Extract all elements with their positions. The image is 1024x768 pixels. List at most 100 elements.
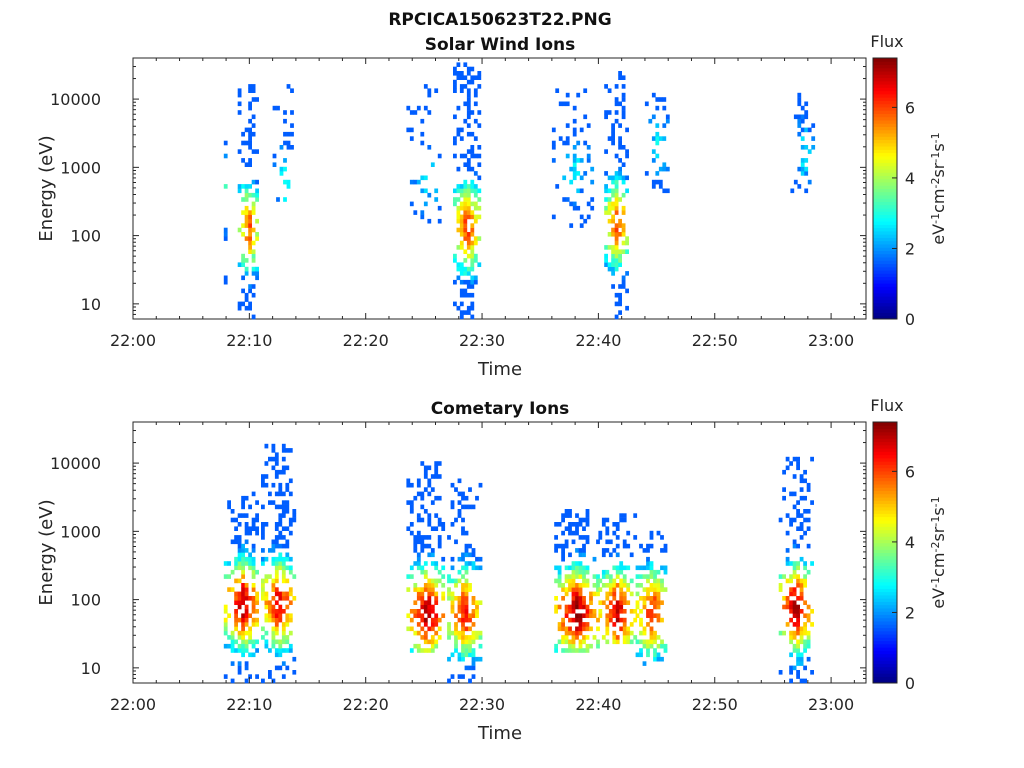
heatmap-cell	[639, 596, 643, 601]
heatmap-cell	[261, 591, 265, 597]
heatmap-cell	[454, 539, 458, 545]
heatmap-cell	[471, 622, 476, 627]
heatmap-cell	[281, 661, 286, 666]
heatmap-cell	[430, 561, 435, 566]
heatmap-cell	[468, 617, 472, 623]
heatmap-cells	[223, 62, 816, 320]
heatmap-cell	[611, 179, 615, 185]
heatmap-cell	[614, 179, 619, 185]
heatmap-cell	[604, 171, 608, 176]
heatmap-cell	[618, 292, 622, 298]
heatmap-cell	[473, 118, 478, 124]
heatmap-cell	[248, 526, 252, 531]
heatmap-cell	[649, 635, 654, 640]
heatmap-cell	[582, 565, 586, 571]
heatmap-cell	[461, 596, 465, 601]
heatmap-cell	[241, 652, 245, 658]
heatmap-cell	[248, 223, 252, 228]
heatmap-cell	[803, 630, 807, 636]
colorbar-segment	[873, 279, 897, 284]
heatmap-cell	[614, 301, 619, 307]
heatmap-cell	[614, 205, 619, 211]
colorbar-segment	[873, 198, 897, 203]
heatmap-cell	[811, 123, 816, 128]
heatmap-cell	[586, 214, 591, 220]
heatmap-cell	[288, 569, 293, 575]
heatmap-cell	[614, 184, 619, 189]
colorbar-segment	[873, 435, 897, 439]
heatmap-cell	[571, 600, 576, 605]
heatmap-cell	[461, 630, 465, 636]
heatmap-cell	[281, 630, 286, 636]
heatmap-cell	[785, 556, 790, 562]
heatmap-cell	[244, 613, 249, 618]
colorbar-segment	[873, 539, 897, 544]
heatmap-cell	[561, 648, 565, 653]
heatmap-cell	[241, 591, 245, 597]
heatmap-cell	[234, 591, 238, 597]
heatmap-cell	[447, 574, 451, 579]
heatmap-cell	[241, 275, 245, 281]
colorbar-segment	[873, 614, 897, 619]
heatmap-cell	[789, 587, 793, 592]
heatmap-cell	[586, 158, 591, 163]
heatmap-cell	[605, 626, 610, 632]
heatmap-cell	[406, 613, 411, 618]
heatmap-cell	[466, 92, 471, 98]
heatmap-cell	[459, 245, 464, 250]
heatmap-cell	[611, 232, 615, 237]
heatmap-cell	[604, 245, 608, 250]
heatmap-cell	[571, 522, 576, 527]
heatmap-cell	[464, 569, 469, 575]
heatmap-cell	[583, 114, 588, 120]
heatmap-cell	[578, 569, 583, 575]
heatmap-cell	[585, 578, 590, 584]
heatmap-cell	[625, 188, 629, 194]
heatmap-cell	[477, 110, 482, 115]
heatmap-cell	[255, 266, 259, 272]
colorbar-segment	[873, 305, 897, 310]
colorbar-segment	[873, 80, 897, 85]
heatmap-cell	[255, 526, 259, 531]
colorbar-segment	[873, 428, 897, 433]
heatmap-cell	[459, 205, 464, 211]
heatmap-cell	[475, 556, 479, 562]
heatmap-cell	[605, 613, 610, 618]
heatmap-cell	[278, 617, 283, 623]
heatmap-cell	[261, 626, 265, 632]
heatmap-cell	[248, 145, 252, 150]
heatmap-cell	[457, 556, 462, 562]
heatmap-cell	[557, 639, 562, 645]
heatmap-cell	[633, 513, 638, 518]
heatmap-cell	[406, 526, 411, 531]
heatmap-cell	[423, 622, 428, 627]
heatmap-cell	[237, 88, 242, 93]
panel-title: Cometary Ions	[431, 399, 570, 419]
heatmap-cell	[646, 587, 650, 592]
heatmap-cell	[437, 522, 442, 527]
heatmap-cell	[470, 305, 475, 311]
heatmap-cell	[459, 214, 464, 220]
heatmap-cell	[614, 188, 619, 194]
heatmap-cell	[555, 88, 560, 93]
panels: 22:00 22:10 22:20 22:30 22:40 22:50 23:0010100…	[36, 32, 948, 744]
heatmap-cell	[607, 197, 612, 202]
heatmap-cell	[441, 522, 446, 527]
heatmap-cell	[470, 131, 475, 137]
heatmap-cell	[619, 578, 624, 584]
heatmap-cell	[427, 110, 432, 115]
heatmap-cell	[611, 192, 615, 198]
heatmap-cell	[463, 118, 468, 124]
heatmap-cell	[278, 596, 283, 601]
heatmap-cell	[571, 635, 576, 640]
heatmap-cell	[241, 140, 245, 146]
heatmap-cell	[278, 552, 283, 558]
heatmap-cell	[248, 118, 252, 124]
heatmap-cell	[575, 626, 579, 632]
heatmap-cell	[589, 591, 593, 597]
heatmap-cell	[456, 262, 461, 267]
heatmap-cell	[261, 635, 265, 640]
heatmap-cell	[230, 635, 235, 640]
heatmap-cell	[605, 569, 610, 575]
x-tick-label: 22:00	[110, 695, 156, 714]
